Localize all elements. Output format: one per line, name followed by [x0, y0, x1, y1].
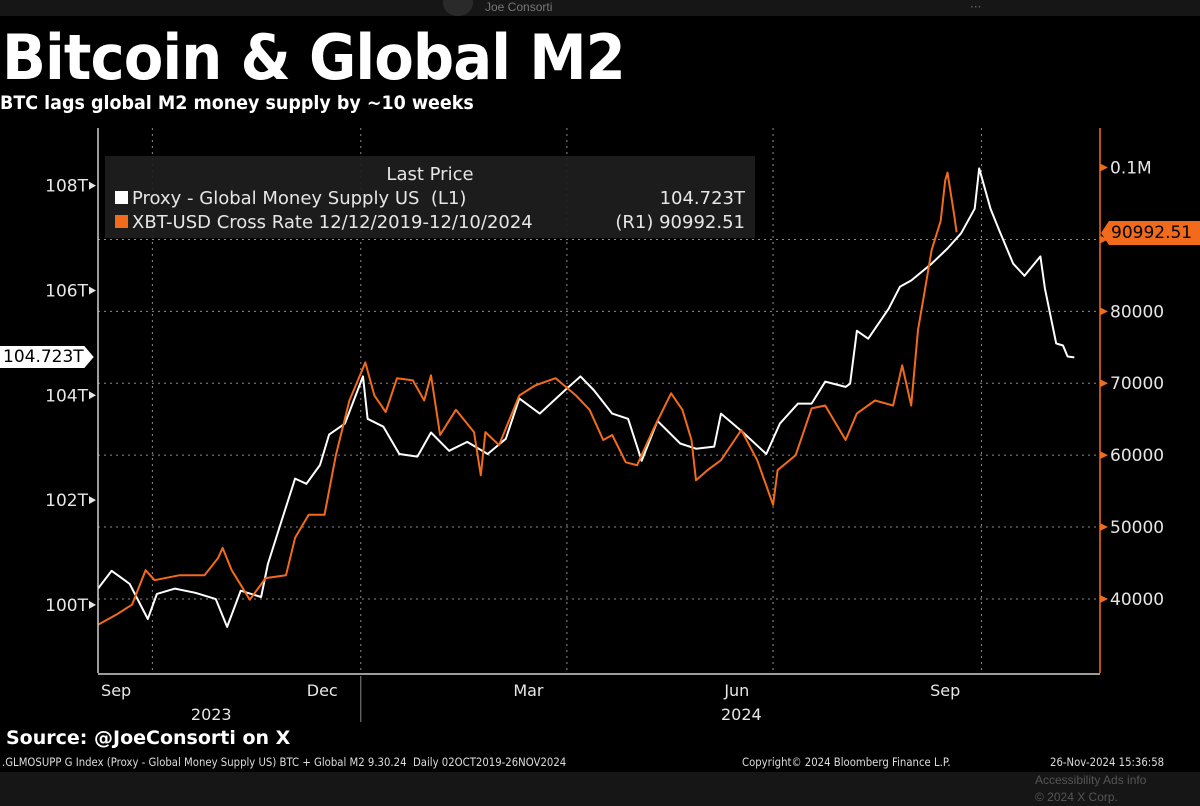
- left-axis-tick: [89, 181, 96, 190]
- x-footer: Accessibility Ads info © 2024 X Corp.: [0, 772, 1200, 806]
- right-axis-tick: [1100, 307, 1108, 316]
- right-tick-label: 60000: [1110, 446, 1164, 466]
- footer-copyright: Copyright© 2024 Bloomberg Finance L.P.: [742, 755, 951, 769]
- right-axis-tick: [1100, 451, 1108, 460]
- footer-timestamp: 26-Nov-2024 15:36:58: [1050, 755, 1165, 769]
- right-tick-label: 40000: [1110, 590, 1164, 610]
- x-copyright: © 2024 X Corp.: [1035, 790, 1118, 804]
- left-axis-tick: [89, 391, 96, 400]
- right-tick-label: 70000: [1110, 374, 1164, 394]
- chart-subtitle: BTC lags global M2 money supply by ~10 w…: [0, 92, 474, 114]
- avatar[interactable]: [443, 0, 473, 16]
- legend-swatch-orange: [115, 215, 128, 228]
- m2-series-line: [97, 167, 1075, 628]
- right-tick-label: 80000: [1110, 302, 1164, 322]
- left-tick-label: 104T: [45, 386, 88, 406]
- left-tick-label: 102T: [45, 491, 88, 511]
- right-axis-tick: [1100, 235, 1108, 244]
- x-top-bar: Joe Consorti ···: [0, 0, 1200, 16]
- footer-index: .GLMOSUPP G Index (Proxy - Global Money …: [2, 755, 567, 769]
- btc-series-line: [97, 171, 958, 626]
- left-axis-tick: [89, 600, 96, 609]
- right-tick-label: 0.1M: [1110, 159, 1152, 179]
- x-tick-label: Dec: [307, 681, 338, 700]
- legend-item-btc: XBT-USD Cross Rate 12/12/2019-12/10/2024: [115, 212, 533, 233]
- source-note: Source: @JoeConsorti on X: [6, 727, 291, 749]
- left-tick-label: 100T: [45, 596, 88, 616]
- axes: 100T 102T 104T 106T 108T 40000 50000 60000 70000…: [45, 128, 1164, 724]
- x-tick-label: Sep: [930, 681, 960, 700]
- right-axis-tick: [1100, 523, 1108, 532]
- year-label: 2024: [721, 705, 762, 724]
- more-icon[interactable]: ···: [970, 0, 982, 14]
- legend-value-m2: 104.723T: [659, 188, 745, 209]
- chart-title: Bitcoin & Global M2: [2, 21, 626, 94]
- year-label: 2023: [191, 705, 232, 724]
- legend-label: XBT-USD Cross Rate 12/12/2019-12/10/2024: [132, 212, 533, 233]
- legend-header: Last Price: [386, 164, 474, 185]
- btc-last-value-tag: 90992.51: [1101, 221, 1200, 245]
- series-lines: [97, 167, 1075, 628]
- legend-value-btc: (R1) 90992.51: [615, 212, 745, 233]
- author-name[interactable]: Joe Consorti: [485, 0, 553, 14]
- x-tick-label: Jun: [723, 681, 749, 700]
- left-tick-label: 106T: [45, 281, 88, 301]
- legend-swatch-white: [115, 191, 128, 204]
- right-axis-tick: [1100, 594, 1108, 603]
- legend: Last Price Proxy - Global Money Supply U…: [105, 156, 755, 238]
- x-footer-links[interactable]: Accessibility Ads info: [1035, 773, 1147, 787]
- right-axis-tick: [1100, 379, 1108, 388]
- left-axis-tick: [89, 496, 96, 505]
- m2-last-value-tag: 104.723T: [0, 346, 94, 368]
- x-tick-label: Sep: [101, 681, 131, 700]
- legend-item-m2: Proxy - Global Money Supply US (L1): [115, 188, 466, 209]
- legend-label: Proxy - Global Money Supply US (L1): [132, 188, 467, 209]
- x-tick-label: Mar: [513, 681, 544, 700]
- right-axis-tick: [1100, 163, 1108, 172]
- left-tick-label: 108T: [45, 177, 88, 197]
- left-axis-tick: [89, 286, 96, 295]
- right-tick-label: 50000: [1110, 518, 1164, 538]
